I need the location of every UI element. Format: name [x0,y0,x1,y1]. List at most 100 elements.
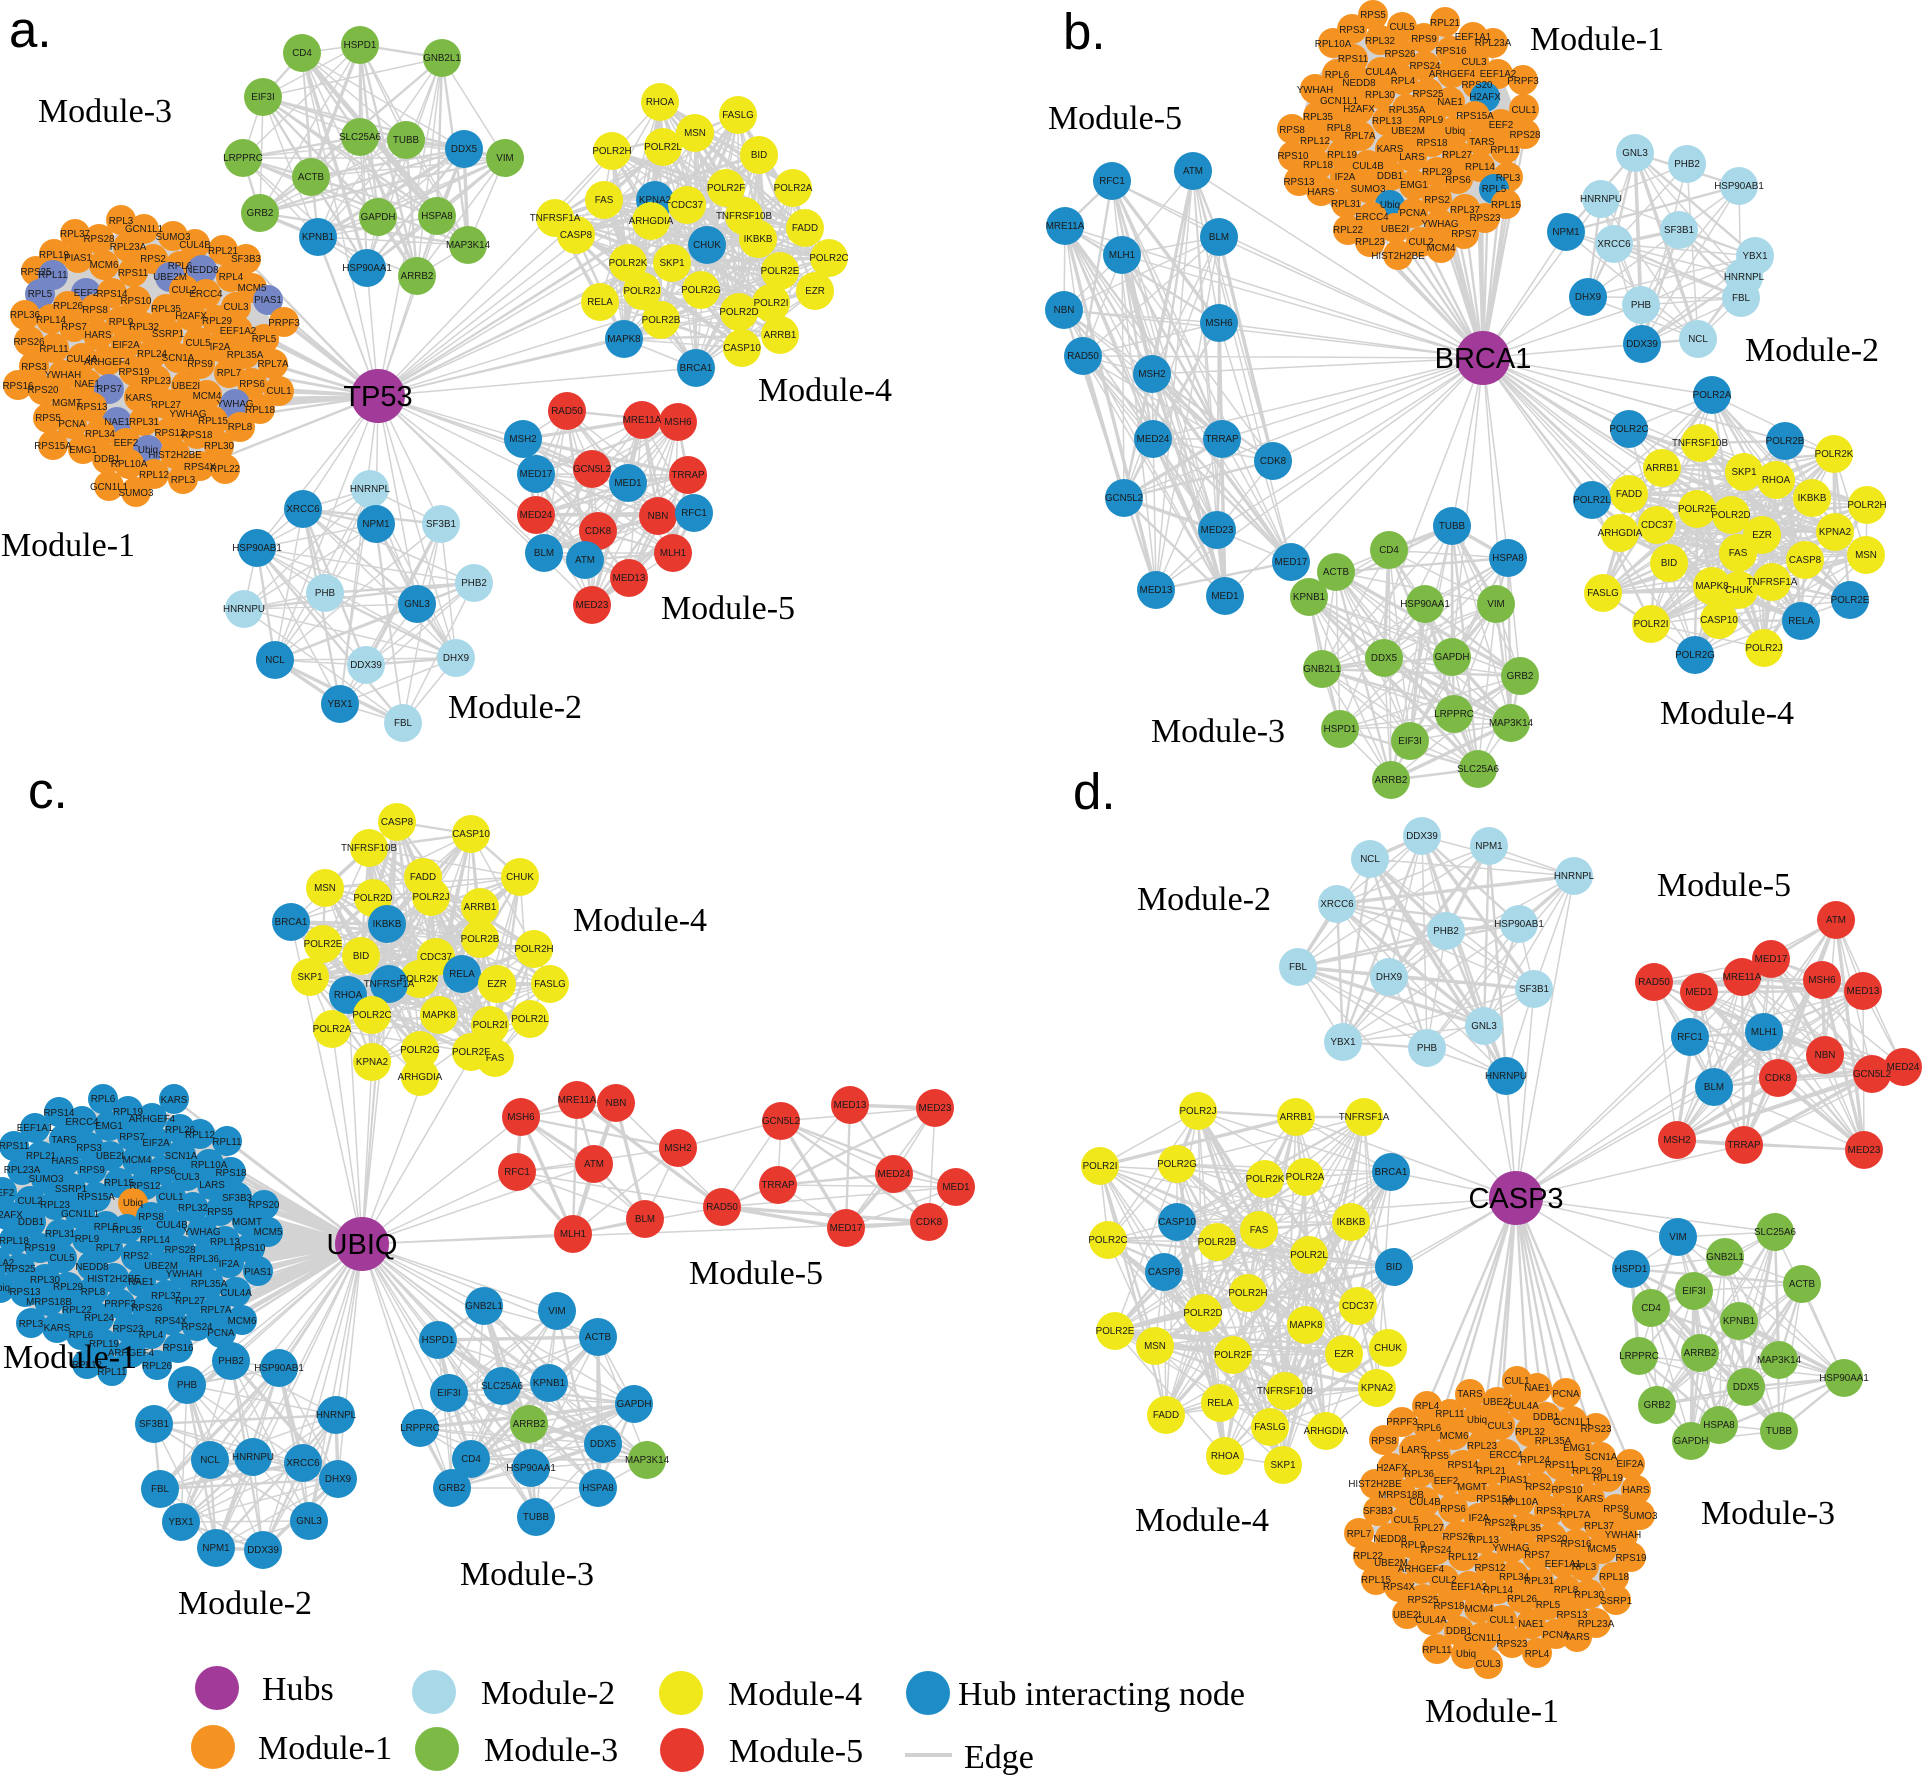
svg-text:NEDD8: NEDD8 [185,265,219,276]
svg-text:LARS: LARS [199,1180,225,1191]
svg-text:POLR2I: POLR2I [754,298,789,309]
svg-text:RPL21: RPL21 [1430,18,1460,29]
svg-text:KPNA2: KPNA2 [356,1057,388,1068]
svg-text:KPNB1: KPNB1 [1723,1316,1755,1327]
svg-text:NAE1: NAE1 [1437,97,1463,108]
svg-text:TARS: TARS [1457,1389,1483,1400]
svg-text:DDX5: DDX5 [590,1439,617,1450]
svg-text:DDB1: DDB1 [94,454,120,465]
svg-text:RAD50: RAD50 [551,406,583,417]
svg-text:SF3B1: SF3B1 [1519,984,1549,995]
svg-text:HARS: HARS [1307,187,1335,198]
svg-text:POLR2A: POLR2A [313,1024,352,1035]
svg-text:KARS: KARS [1377,144,1404,155]
svg-text:POLR2F: POLR2F [707,183,745,194]
svg-text:TRRAP: TRRAP [1205,434,1239,445]
svg-text:LRPPRC: LRPPRC [1434,709,1474,720]
svg-text:GAPDH: GAPDH [1674,1436,1709,1447]
svg-text:RPL35A: RPL35A [1389,105,1426,116]
svg-text:GRB2: GRB2 [1507,671,1534,682]
svg-text:TUBB: TUBB [523,1512,550,1523]
svg-text:SUMO3: SUMO3 [119,488,154,499]
svg-text:YBX1: YBX1 [1742,251,1767,262]
svg-text:NPM1: NPM1 [1475,841,1502,852]
svg-text:HIST2H2BE: HIST2H2BE [1371,251,1425,262]
svg-text:RFC1: RFC1 [681,508,707,519]
svg-text:Module-5: Module-5 [689,1255,823,1292]
svg-text:LARS: LARS [1399,152,1425,163]
svg-text:RPS18: RPS18 [1416,138,1448,149]
svg-text:POLR2B: POLR2B [1198,1237,1237,1248]
svg-text:CD4: CD4 [1379,545,1399,556]
svg-text:RPL27: RPL27 [151,400,181,411]
svg-text:UBE2I: UBE2I [96,1151,124,1162]
svg-text:RFC1: RFC1 [504,1167,530,1178]
svg-text:SKP1: SKP1 [659,258,684,269]
svg-text:RPS26: RPS26 [1384,49,1416,60]
svg-text:CUL2: CUL2 [171,285,196,296]
svg-text:BRCA1: BRCA1 [1375,1167,1408,1178]
svg-text:SF3B1: SF3B1 [426,519,456,530]
svg-text:RPL23A: RPL23A [110,242,147,253]
svg-text:SLC25A6: SLC25A6 [1457,764,1499,775]
svg-text:RPL29: RPL29 [1572,1466,1602,1477]
svg-text:PHB: PHB [1631,300,1652,311]
svg-text:RPL6: RPL6 [69,1330,94,1341]
svg-text:EIF3I: EIF3I [437,1388,460,1399]
svg-text:RPS3: RPS3 [21,362,47,373]
svg-text:MGMT: MGMT [232,1217,262,1228]
svg-text:SUMO3: SUMO3 [156,232,191,243]
svg-text:RPS26: RPS26 [1442,1532,1474,1543]
svg-text:FAS: FAS [1729,548,1748,559]
svg-text:LARS: LARS [1401,1445,1427,1456]
svg-text:RPL7A: RPL7A [1559,1510,1591,1521]
svg-text:RPL8: RPL8 [1327,123,1352,134]
svg-text:IF2A: IF2A [210,342,231,353]
svg-text:RPS7: RPS7 [119,1132,145,1143]
svg-text:RHOA: RHOA [1211,1451,1240,1462]
svg-text:POLR2D: POLR2D [353,893,392,904]
svg-text:BID: BID [1661,558,1677,569]
svg-text:RPS10: RPS10 [1277,151,1309,162]
svg-text:ARHGEF4: ARHGEF4 [1429,69,1476,80]
svg-text:RPL10A: RPL10A [1502,1497,1539,1508]
svg-text:GNB2L1: GNB2L1 [1706,1252,1744,1263]
svg-text:CASP10: CASP10 [1158,1217,1196,1228]
svg-text:POLR2B: POLR2B [1766,436,1805,447]
svg-text:RPS20: RPS20 [1461,80,1493,91]
svg-text:RPL19: RPL19 [1593,1473,1623,1484]
svg-text:POLR2L: POLR2L [644,142,682,153]
svg-text:RPL6: RPL6 [168,261,193,272]
svg-text:Module-3: Module-3 [460,1556,594,1593]
svg-text:DDX5: DDX5 [1733,1382,1760,1393]
svg-text:RPL23: RPL23 [40,1200,71,1211]
svg-text:RPS7: RPS7 [96,384,122,395]
svg-text:PHB2: PHB2 [218,1356,244,1367]
svg-text:GCN1L1: GCN1L1 [1464,1633,1502,1644]
svg-text:Ubiq: Ubiq [1456,1649,1476,1660]
svg-text:GRB2: GRB2 [247,208,274,219]
svg-text:RPL26: RPL26 [142,1361,173,1372]
svg-text:RPS18: RPS18 [181,430,213,441]
svg-text:RPL13: RPL13 [1469,1535,1500,1546]
svg-text:Module-3: Module-3 [38,93,172,130]
svg-text:ERCC4: ERCC4 [65,1117,99,1128]
svg-text:RPS11: RPS11 [0,1141,29,1152]
svg-text:RPS13: RPS13 [1283,177,1315,188]
svg-text:HSPA8: HSPA8 [1492,553,1524,564]
svg-text:HSP90AB1: HSP90AB1 [232,543,282,554]
svg-text:ARHGEF4: ARHGEF4 [108,1348,155,1359]
svg-text:IKBKB: IKBKB [373,919,402,930]
svg-text:SSRP1: SSRP1 [55,1184,87,1195]
svg-text:TNFRSF10B: TNFRSF10B [1257,1386,1314,1397]
svg-text:EEF1A2: EEF1A2 [220,326,257,337]
svg-text:POLR2K: POLR2K [609,258,648,269]
svg-text:PHB2: PHB2 [1674,159,1700,170]
svg-text:KPNB1: KPNB1 [1293,592,1325,603]
svg-text:NPM1: NPM1 [362,519,389,530]
svg-text:SUMO3: SUMO3 [29,1174,64,1185]
svg-text:HNRNPL: HNRNPL [316,1410,357,1421]
svg-text:RPS23: RPS23 [1496,1639,1528,1650]
svg-text:MRPS18B: MRPS18B [1378,1490,1424,1501]
svg-text:ARRB1: ARRB1 [1280,1112,1313,1123]
